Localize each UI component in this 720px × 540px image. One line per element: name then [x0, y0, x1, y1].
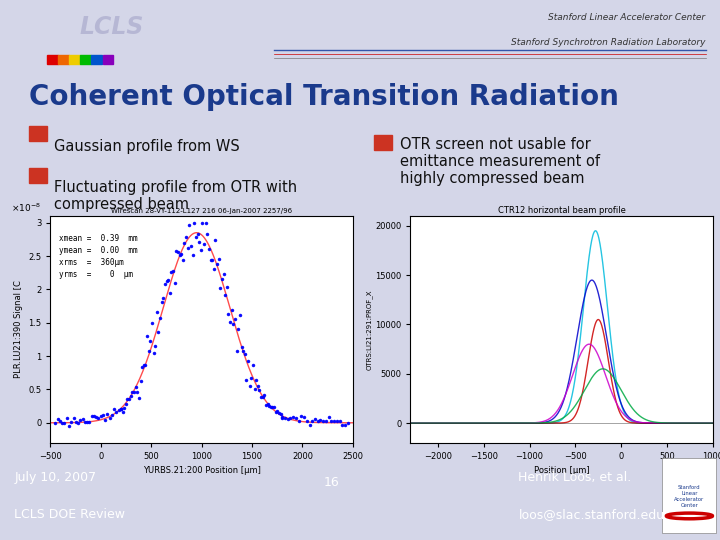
X-axis label: Position [μm]: Position [μm] [534, 467, 590, 475]
FancyBboxPatch shape [662, 458, 716, 533]
Bar [91, 55, 102, 64]
Y-axis label: OTRS:LI21:291:PROF_X: OTRS:LI21:291:PROF_X [366, 289, 372, 370]
Bar [103, 55, 114, 64]
Text: loos@slac.stanford.edu: loos@slac.stanford.edu [518, 508, 665, 521]
Bar [47, 55, 58, 64]
Title: CTR12 horizontal beam profile: CTR12 horizontal beam profile [498, 206, 626, 215]
Bar [81, 55, 91, 64]
Text: xmean =  0.39  mm
ymean =  0.00  mm
xrms  =  360μm
yrms  =    0  μm: xmean = 0.39 mm ymean = 0.00 mm xrms = 3… [60, 234, 138, 279]
Title: Wirescan 28-VY-112-L127 216 06-Jan-2007 2257/96: Wirescan 28-VY-112-L127 216 06-Jan-2007 … [111, 208, 292, 214]
Y-axis label: PLR.LU21:390 Signal [C: PLR.LU21:390 Signal [C [14, 280, 23, 379]
X-axis label: YURBS.21:200 Position [μm]: YURBS.21:200 Position [μm] [143, 467, 261, 475]
Bar [29, 126, 47, 141]
Text: Stanford
Linear
Accelerator
Center: Stanford Linear Accelerator Center [674, 485, 705, 508]
Text: Henrik Loos, et al.: Henrik Loos, et al. [518, 470, 631, 483]
Text: Stanford Linear Accelerator Center: Stanford Linear Accelerator Center [549, 13, 706, 22]
Text: Stanford Synchrotron Radiation Laboratory: Stanford Synchrotron Radiation Laborator… [511, 38, 706, 47]
Text: Fluctuating profile from OTR with
compressed beam: Fluctuating profile from OTR with compre… [54, 180, 297, 212]
Bar [29, 168, 47, 183]
Bar [58, 55, 69, 64]
Text: July 10, 2007: July 10, 2007 [14, 470, 96, 483]
Text: $\times 10^{-8}$: $\times 10^{-8}$ [11, 201, 41, 214]
Text: LCLS: LCLS [79, 15, 144, 38]
Text: 16: 16 [323, 476, 339, 489]
Text: Coherent Optical Transition Radiation: Coherent Optical Transition Radiation [29, 83, 618, 111]
Bar [69, 55, 80, 64]
Text: Gaussian profile from WS: Gaussian profile from WS [54, 139, 240, 153]
Text: LCLS DOE Review: LCLS DOE Review [14, 508, 125, 521]
Text: OTR screen not usable for
emittance measurement of
highly compressed beam: OTR screen not usable for emittance meas… [400, 137, 600, 186]
Bar [374, 135, 392, 150]
